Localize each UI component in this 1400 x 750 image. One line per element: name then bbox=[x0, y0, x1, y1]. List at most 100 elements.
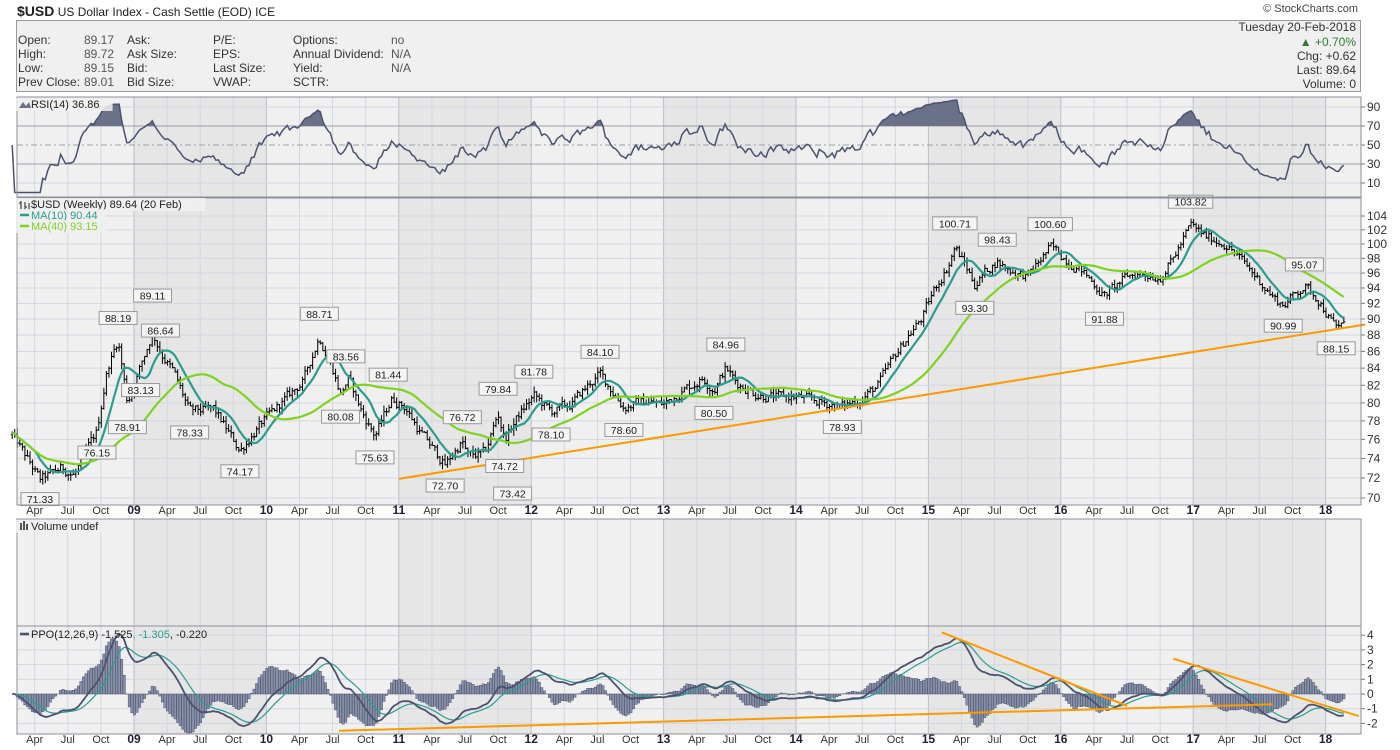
annotation-label: 79.84 bbox=[485, 384, 511, 396]
price-annotation: 98.43 bbox=[977, 232, 1017, 247]
ppo-histogram-bar bbox=[69, 690, 73, 695]
ppo-histogram-bar bbox=[76, 685, 80, 695]
annotation-box bbox=[932, 216, 978, 231]
panel-border-price bbox=[16, 197, 1362, 506]
quote-value: 89.01 bbox=[84, 75, 115, 89]
ppo-histogram-bar bbox=[173, 693, 177, 720]
ppo-histogram-bar bbox=[115, 640, 118, 695]
annotation-label: 88.19 bbox=[105, 313, 131, 325]
ppo-histogram-bar bbox=[181, 693, 185, 730]
annotation-label: 89.11 bbox=[140, 291, 166, 303]
volume-icon bbox=[20, 521, 28, 530]
price-annotation: 88.71 bbox=[299, 306, 339, 321]
price-tick-label: 98 bbox=[1367, 251, 1381, 265]
ppo-histogram-bar bbox=[1008, 693, 1012, 707]
x-axis-label: Oct bbox=[490, 505, 507, 517]
price-annotation: 79.84 bbox=[478, 381, 518, 396]
panel-border-rsi bbox=[16, 96, 1362, 198]
ppo-histogram-bar bbox=[1230, 693, 1234, 710]
ppo-histogram-bar bbox=[570, 693, 574, 701]
ppo-histogram-bar bbox=[390, 682, 393, 695]
ppo-histogram-bar bbox=[321, 675, 325, 695]
ppo-histogram-bar bbox=[84, 673, 88, 695]
ppo-histogram-bar bbox=[194, 693, 197, 729]
ppo-histogram-bar bbox=[469, 682, 472, 695]
ppo-histogram-bar bbox=[983, 693, 987, 718]
legend-bg bbox=[16, 520, 107, 533]
x-axis-label: Jul bbox=[1252, 734, 1266, 746]
ppo-histogram-bar bbox=[1281, 693, 1285, 707]
price-annotation: 78.33 bbox=[170, 425, 210, 440]
ppo-histogram-bar bbox=[845, 692, 849, 695]
price-annotation: 78.93 bbox=[822, 419, 862, 434]
price-annotation: 80.08 bbox=[321, 409, 361, 424]
x-axis-label: Jul bbox=[1120, 734, 1134, 746]
annotation-box bbox=[133, 288, 173, 303]
ppo-histogram-bar bbox=[1232, 693, 1236, 711]
quote-label: Last Size: bbox=[213, 61, 266, 75]
ppo-histogram-bar bbox=[387, 689, 391, 695]
price-annotation: 90.99 bbox=[1263, 318, 1303, 333]
annotation-box bbox=[822, 419, 862, 434]
ppo-histogram-bar bbox=[901, 675, 905, 695]
ppo-histogram-bar bbox=[1319, 691, 1323, 695]
annotation-label: 78.91 bbox=[114, 422, 140, 434]
ppo-histogram-bar bbox=[525, 677, 528, 695]
annotation-label: 100.60 bbox=[1034, 219, 1066, 231]
ppo-histogram-bar bbox=[728, 686, 732, 695]
ppo-histogram-bar bbox=[486, 682, 490, 695]
ppo-histogram-bar bbox=[922, 680, 926, 695]
ppo-histogram-bar bbox=[975, 693, 979, 728]
ppo-histogram-bar bbox=[441, 693, 444, 710]
annotation-box bbox=[493, 486, 533, 501]
ppo-histogram-bar bbox=[339, 693, 343, 723]
ppo-histogram-bar bbox=[881, 676, 885, 695]
quote-label: EPS: bbox=[213, 47, 241, 61]
ppo-histogram-bar bbox=[871, 683, 875, 695]
ppo-histogram-bar bbox=[435, 693, 439, 709]
ppo-legend-signal: , -1.305 bbox=[133, 629, 170, 641]
annotation-box bbox=[220, 464, 260, 479]
ppo-histogram-bar bbox=[825, 693, 829, 698]
x-axis-label: Apr bbox=[821, 505, 838, 517]
x-axis-label: 15 bbox=[922, 503, 936, 517]
ppo-histogram-bar bbox=[904, 676, 908, 695]
x-axis-label: Oct bbox=[92, 505, 109, 517]
ppo-histogram-bar bbox=[471, 684, 475, 695]
ppo-histogram-bar bbox=[140, 693, 144, 703]
ppo-histogram-bar bbox=[1118, 691, 1122, 695]
price-tick-label: 82 bbox=[1367, 378, 1381, 392]
x-axis-label: Oct bbox=[357, 734, 374, 746]
ppo-histogram-bar bbox=[555, 693, 559, 705]
annotation-label: 78.10 bbox=[538, 430, 564, 442]
price-annotation: 83.13 bbox=[121, 383, 161, 398]
x-axis-label: Jul bbox=[61, 734, 75, 746]
ppo-histogram-bar bbox=[143, 693, 146, 699]
ppo-histogram-bar bbox=[542, 690, 546, 695]
ppo-histogram-bar bbox=[766, 693, 770, 704]
ppo-histogram-bar bbox=[1080, 693, 1083, 707]
ppo-histogram-bar bbox=[290, 673, 294, 695]
ppo-histogram-bar bbox=[474, 686, 477, 695]
ppo-histogram-bar bbox=[168, 693, 172, 714]
price-annotation: 72.70 bbox=[425, 478, 465, 493]
ppo-histogram-bar bbox=[1044, 687, 1048, 695]
ppo-histogram-bar bbox=[423, 693, 427, 703]
ppo-histogram-bar bbox=[858, 691, 862, 695]
annotation-label: 86.64 bbox=[147, 326, 173, 338]
ppo-histogram-bar bbox=[1013, 693, 1017, 709]
x-axis-label: Jul bbox=[193, 505, 207, 517]
ppo-histogram-bar bbox=[978, 693, 982, 726]
ppo-histogram-bar bbox=[476, 685, 480, 695]
ppo-histogram-bar bbox=[298, 678, 302, 695]
ppo-histogram-bar bbox=[104, 645, 108, 695]
x-axis-label: Jul bbox=[855, 734, 869, 746]
ppo-histogram-bar bbox=[708, 692, 712, 695]
ppo-histogram-bar bbox=[828, 693, 831, 699]
security-name: US Dollar Index - Cash Settle (EOD) ICE bbox=[57, 5, 276, 19]
annotation-box bbox=[98, 310, 138, 325]
ppo-histogram-bar bbox=[932, 676, 936, 695]
ppo-histogram-bar bbox=[369, 693, 373, 726]
ppo-histogram-bar bbox=[1222, 693, 1226, 711]
